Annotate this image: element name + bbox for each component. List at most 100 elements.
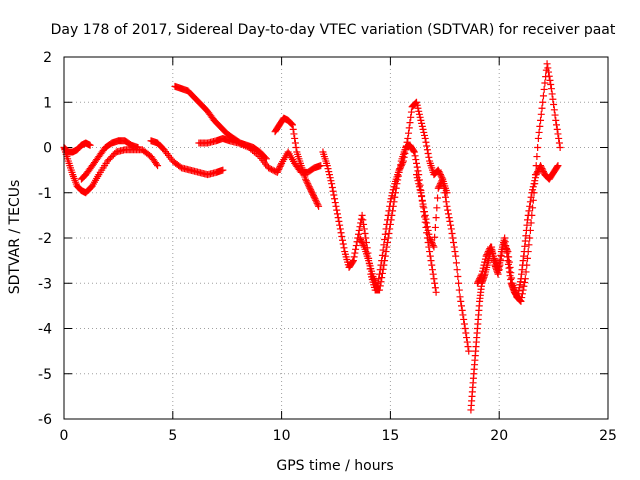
data-point [423, 142, 431, 150]
data-point [323, 162, 331, 170]
data-point [386, 202, 394, 210]
data-point [302, 175, 310, 183]
data-point [494, 264, 502, 272]
data-point [458, 306, 466, 314]
data-point [463, 338, 471, 346]
data-point [539, 168, 547, 176]
data-point [340, 244, 348, 252]
data-point [427, 257, 435, 265]
data-point [388, 192, 396, 200]
data-point [506, 263, 514, 271]
data-point [389, 189, 397, 197]
data-point [431, 223, 439, 231]
data-point [531, 180, 539, 188]
data-point [374, 279, 382, 287]
data-point [419, 125, 427, 133]
data-point [434, 166, 442, 174]
data-point [349, 257, 357, 265]
data-point [427, 237, 435, 245]
data-point [402, 142, 410, 150]
data-point [439, 175, 447, 183]
data-point [476, 273, 484, 281]
data-point [335, 217, 343, 225]
x-tick-label: 0 [60, 428, 69, 444]
y-tick-label: 1 [43, 95, 52, 111]
data-point [528, 211, 536, 219]
data-point [444, 206, 452, 214]
data-point [413, 98, 421, 106]
data-point [533, 169, 541, 177]
data-point [407, 108, 415, 116]
data-point [416, 113, 424, 121]
data-point [291, 139, 299, 147]
y-tick-label: -1 [38, 186, 52, 202]
data-point [544, 64, 552, 72]
data-point [413, 174, 421, 182]
data-point [339, 240, 347, 248]
data-point [550, 101, 558, 109]
data-point [533, 153, 541, 161]
data-point [539, 98, 547, 106]
data-point [497, 252, 505, 260]
data-point [529, 183, 537, 191]
data-point [435, 168, 443, 176]
y-tick-labels: 2 1 0 -1 -2 -3 -4 -5 -6 [38, 50, 52, 428]
data-point [553, 163, 561, 171]
data-point [354, 230, 362, 238]
data-point [524, 248, 532, 256]
data-point [378, 257, 386, 265]
data-point [395, 166, 403, 174]
data-point [534, 134, 542, 142]
data-point [310, 192, 318, 200]
data-point [547, 81, 555, 89]
data-point [423, 146, 431, 154]
data-point [436, 169, 444, 177]
data-point [457, 302, 465, 310]
y-tick-label: 2 [43, 50, 52, 66]
chart-title: Day 178 of 2017, Sidereal Day-to-day VTE… [51, 22, 616, 38]
data-point [333, 206, 341, 214]
data-point [418, 193, 426, 201]
data-point [339, 236, 347, 244]
data-point [520, 282, 528, 290]
data-point [476, 275, 484, 283]
data-point [525, 241, 533, 249]
plot-frame [63, 56, 609, 420]
data-point [492, 260, 500, 268]
data-point [405, 124, 413, 132]
data-point [534, 144, 542, 151]
data-point [401, 150, 409, 158]
data-point [556, 144, 564, 151]
data-point [436, 181, 444, 189]
data-point [541, 79, 549, 87]
data-point [429, 270, 437, 278]
data-point [430, 275, 438, 283]
data-point [526, 234, 534, 242]
data-point [353, 238, 361, 246]
data-point [449, 234, 457, 242]
data-point [555, 139, 563, 147]
data-point [421, 134, 429, 142]
data-point [525, 207, 533, 215]
data-point [531, 171, 539, 179]
data-point [431, 279, 439, 287]
data-point [349, 258, 357, 266]
data-point [507, 269, 515, 277]
data-point [460, 315, 468, 323]
data-point [459, 311, 467, 319]
data-point [386, 198, 394, 206]
data-point [543, 60, 551, 68]
data-point [356, 223, 364, 231]
data-point [424, 226, 432, 234]
data-point [219, 166, 227, 174]
data-point [331, 199, 339, 207]
data-point [403, 138, 411, 146]
series-arc7 [271, 114, 323, 210]
data-point [545, 68, 553, 76]
data-point [303, 178, 311, 186]
data-point [399, 159, 407, 167]
data-point [290, 130, 298, 138]
data-point [451, 248, 459, 256]
data-point [385, 207, 393, 215]
data-point [474, 278, 482, 286]
